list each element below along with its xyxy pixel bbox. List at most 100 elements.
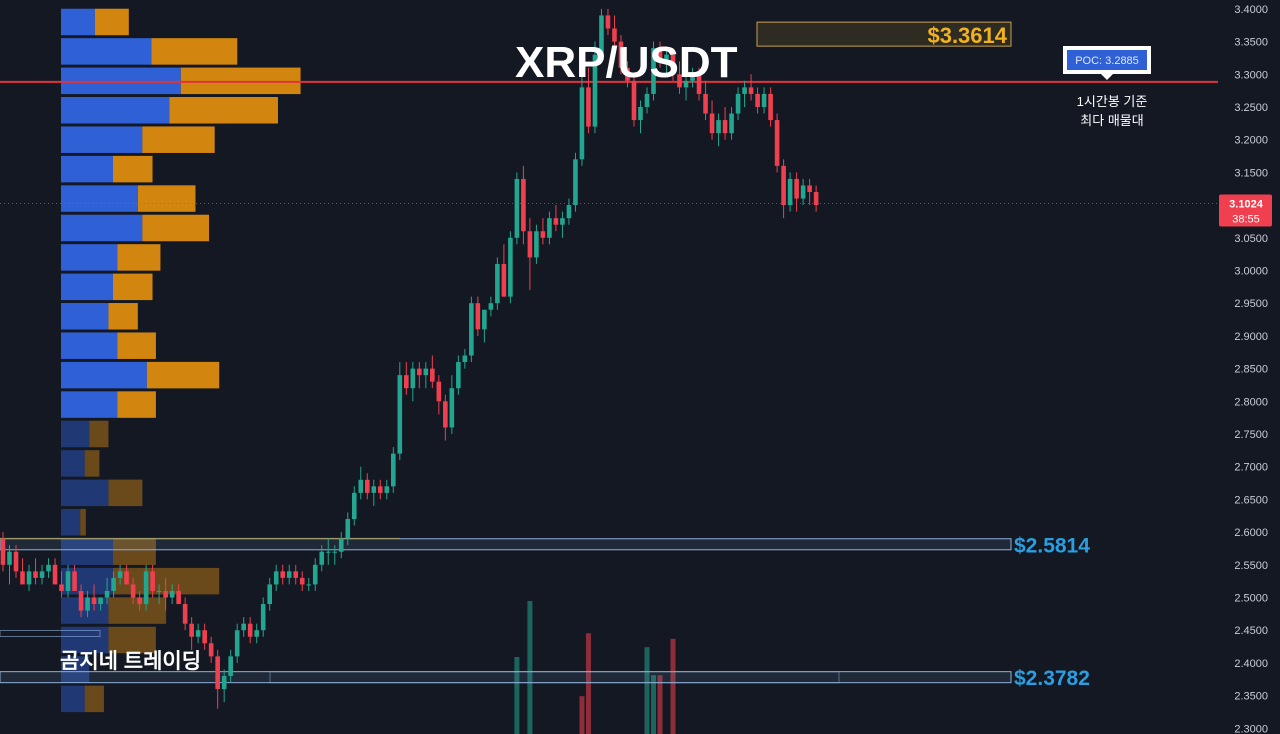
candle-body — [605, 15, 611, 29]
candle-body — [169, 590, 175, 598]
current-price-text: 3.1024 — [1229, 199, 1264, 211]
candle-body — [540, 231, 546, 238]
candle-body — [124, 571, 129, 585]
vp-sell-bar — [108, 597, 167, 624]
candle-body — [254, 630, 259, 637]
candle-body — [469, 303, 474, 356]
candle-body — [800, 185, 806, 199]
candle-body — [638, 106, 643, 121]
poc-label-text: POC: 3.2885 — [1075, 55, 1139, 67]
volume-bar — [644, 647, 650, 734]
volume-bar — [585, 633, 591, 734]
candle-body — [137, 597, 142, 605]
countdown-text: 38:55 — [1232, 214, 1260, 226]
candle-body — [774, 120, 780, 166]
candle-body — [319, 551, 325, 565]
candle-body — [384, 486, 390, 493]
y-tick-label: 2.7500 — [1234, 429, 1268, 441]
candle-body — [553, 218, 559, 225]
vp-buy-bar — [61, 303, 109, 330]
candle-body — [456, 362, 461, 389]
candle-body — [651, 48, 656, 94]
candle-body — [7, 551, 12, 565]
candle-body — [345, 519, 351, 539]
candle-body — [696, 74, 702, 94]
volume-bar — [579, 696, 585, 734]
vp-sell-bar — [142, 214, 210, 242]
volume-profile — [61, 8, 301, 713]
candle-body — [377, 486, 383, 493]
vp-sell-bar — [80, 509, 86, 536]
current-price-badge — [1219, 194, 1272, 227]
candle-body — [729, 113, 734, 134]
vp-sell-bar — [146, 361, 220, 389]
candle-body — [514, 178, 520, 238]
candle-body — [59, 584, 64, 591]
vp-buy-bar — [61, 155, 113, 183]
candle-body — [286, 571, 292, 578]
chart-title: XRP/USDT — [515, 38, 738, 87]
y-tick-label: 3.3500 — [1234, 37, 1268, 49]
candle-body — [130, 584, 136, 598]
candle-body — [176, 590, 181, 605]
candle-body — [228, 656, 233, 676]
candle-body — [436, 381, 442, 402]
candle-body — [709, 113, 715, 134]
candle-body — [351, 492, 357, 520]
candle-body — [462, 355, 468, 363]
candle-body — [91, 597, 97, 605]
candle-body — [599, 15, 604, 55]
y-tick-label: 2.7000 — [1234, 462, 1268, 474]
poc-note-line2: 최다 매물대 — [1080, 113, 1143, 128]
candle-body — [527, 231, 533, 258]
candle-body — [163, 590, 168, 598]
candle-body — [742, 87, 747, 94]
candle-body — [247, 623, 253, 637]
watermark-text: 곰지네 트레이딩 — [60, 650, 201, 673]
candle-body — [404, 375, 409, 389]
vp-buy-bar — [61, 38, 152, 65]
candle-body — [410, 368, 416, 389]
candle-body — [26, 571, 32, 585]
candle-body — [241, 623, 246, 631]
price-axis: 3.4000 3.3500 3.3000 3.2500 3.2000 3.1500 3.10… — [1218, 0, 1280, 734]
y-tick-label: 2.6500 — [1234, 494, 1268, 506]
y-tick-label: 2.9000 — [1234, 331, 1268, 343]
candle-body — [807, 185, 812, 193]
candle-body — [332, 551, 338, 553]
candle-body — [631, 80, 637, 121]
y-tick-label: 2.3500 — [1234, 691, 1268, 703]
candle-body — [78, 590, 84, 611]
candle-body — [644, 93, 650, 107]
candle-body — [612, 28, 617, 42]
high-level-label: $3.3614 — [927, 23, 1007, 48]
candle-body — [85, 597, 90, 611]
candle-body — [579, 87, 585, 160]
candle-body — [397, 375, 403, 454]
volume-bar — [670, 638, 676, 734]
candle-body — [761, 93, 767, 107]
y-tick-label: 3.2500 — [1234, 102, 1268, 114]
high-level-box — [756, 21, 1012, 47]
vp-buy-bar — [61, 97, 170, 124]
y-tick-label: 2.4000 — [1234, 658, 1268, 670]
candle-body — [488, 303, 494, 310]
y-tick-label: 3.0500 — [1234, 233, 1268, 245]
candle-body — [618, 41, 624, 68]
candle-body — [495, 263, 500, 304]
candle-body — [755, 93, 760, 107]
vp-buy-bar — [61, 509, 81, 536]
candle-body — [312, 564, 318, 585]
y-tick-label: 2.8500 — [1234, 364, 1268, 376]
vp-buy-bar — [61, 214, 143, 242]
candle-body — [104, 590, 110, 598]
candle-body — [501, 263, 507, 297]
minor-level-box — [269, 671, 840, 684]
candle-body — [267, 584, 273, 605]
candle-body — [625, 67, 630, 81]
candle-body — [573, 159, 578, 206]
candle-body — [299, 577, 305, 585]
vp-sell-bar — [84, 450, 100, 477]
y-tick-label: 3.2000 — [1234, 135, 1268, 147]
